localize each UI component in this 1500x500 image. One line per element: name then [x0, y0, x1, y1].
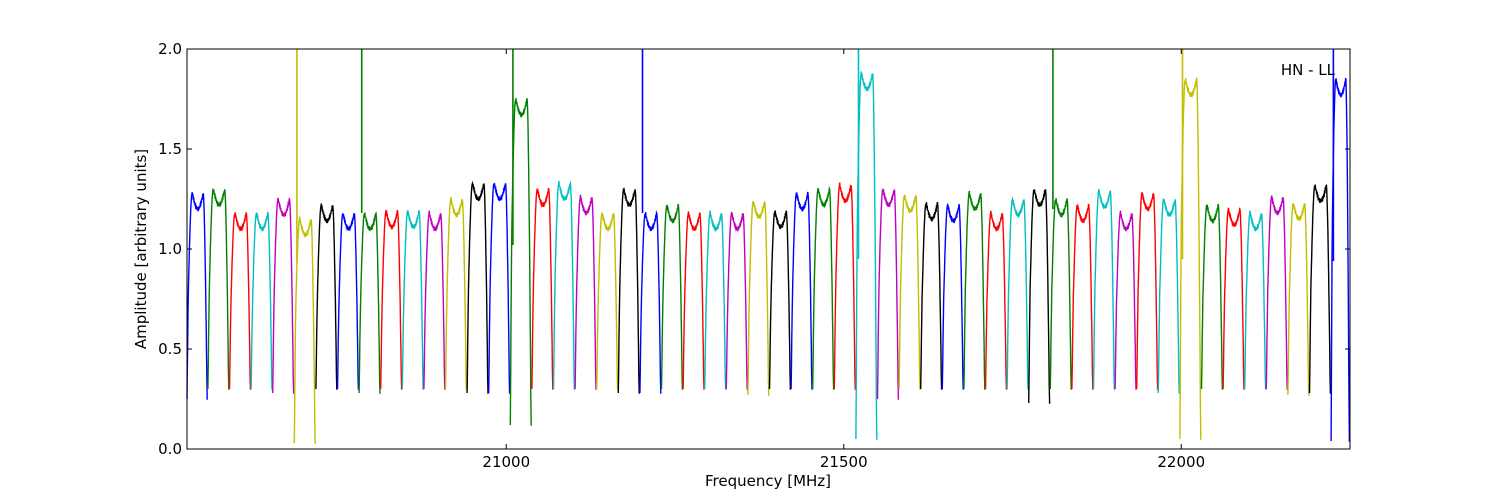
band-trace-46 — [1157, 197, 1180, 394]
band-trace-48 — [1200, 203, 1224, 390]
band-trace-34 — [898, 194, 921, 390]
band-trace-27 — [747, 200, 770, 396]
band-trace-36 — [941, 202, 964, 390]
axis-ticks: 0.0 0.5 1.0 1.5 2.0 21000 21500 22000 — [158, 40, 1350, 471]
band-trace-18 — [552, 180, 576, 390]
band-trace-26 — [725, 211, 748, 390]
band-trace-13 — [444, 197, 468, 390]
band-trace-52 — [1287, 202, 1310, 396]
band-trace-17 — [531, 187, 554, 390]
band-trace-14 — [466, 180, 489, 394]
band-trace-7 — [315, 203, 338, 390]
band-trace-6 — [293, 216, 316, 444]
band-trace-35 — [920, 201, 943, 390]
band-trace-49 — [1222, 207, 1245, 390]
band-trace-40 — [1028, 189, 1051, 404]
band-trace-11 — [401, 210, 424, 390]
band-trace-32 — [855, 71, 878, 440]
band-trace-39 — [1006, 196, 1029, 390]
band-trace-50 — [1244, 210, 1267, 390]
series-traces — [186, 49, 1351, 444]
band-trace-41 — [1049, 198, 1072, 390]
band-trace-51 — [1265, 195, 1288, 390]
band-trace-2 — [207, 187, 230, 390]
band-trace-47 — [1179, 76, 1202, 440]
band-trace-28 — [768, 210, 792, 390]
band-trace-38 — [984, 210, 1008, 390]
y-tick-label: 0.5 — [158, 340, 182, 358]
band-trace-4 — [250, 211, 273, 390]
band-trace-54 — [1330, 77, 1351, 442]
y-tick-label: 1.0 — [158, 240, 182, 258]
band-trace-3 — [228, 211, 252, 390]
band-trace-44 — [1114, 210, 1137, 390]
panel-label: HN - LL — [1281, 61, 1336, 79]
band-trace-25 — [704, 210, 727, 390]
band-trace-19 — [574, 194, 597, 390]
band-trace-1 — [186, 192, 208, 400]
band-trace-37 — [963, 190, 986, 390]
band-trace-43 — [1092, 189, 1116, 390]
band-trace-16 — [509, 98, 532, 426]
band-trace-30 — [812, 185, 835, 390]
y-tick-label: 2.0 — [158, 40, 182, 58]
band-trace-23 — [660, 203, 684, 390]
band-trace-33 — [876, 188, 900, 400]
band-trace-45 — [1136, 192, 1159, 390]
band-trace-8 — [336, 212, 360, 390]
band-trace-24 — [682, 211, 705, 390]
band-trace-42 — [1071, 203, 1094, 390]
y-tick-label: 1.5 — [158, 140, 182, 158]
band-trace-20 — [596, 212, 619, 390]
band-trace-5 — [272, 197, 295, 394]
y-axis-title: Amplitude [arbitrary units] — [132, 149, 150, 349]
band-trace-22 — [639, 210, 662, 394]
band-trace-29 — [790, 191, 813, 390]
x-tick-label: 21000 — [482, 453, 530, 471]
band-trace-12 — [423, 210, 446, 390]
band-trace-53 — [1308, 184, 1332, 394]
band-trace-15 — [488, 182, 511, 394]
x-tick-label: 22000 — [1157, 453, 1205, 471]
band-trace-21 — [617, 186, 640, 394]
x-axis-title: Frequency [MHz] — [705, 472, 831, 490]
y-tick-label: 0.0 — [158, 440, 182, 458]
x-tick-label: 21500 — [820, 453, 868, 471]
band-trace-31 — [833, 182, 856, 390]
band-trace-9 — [358, 211, 381, 394]
band-trace-10 — [380, 209, 403, 390]
